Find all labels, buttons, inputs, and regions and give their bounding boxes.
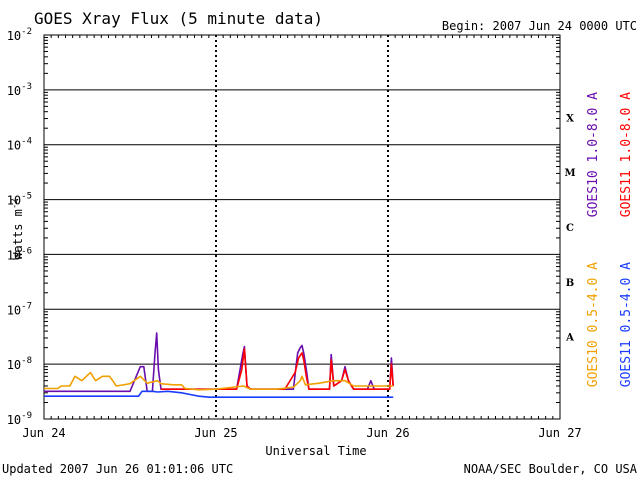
y-axis-label: Watts m [11,209,25,260]
x-tick-label: Jun 24 [22,426,65,440]
x-axis-ticks: Jun 24 Jun 25 Jun 26 Jun 27 [22,35,582,440]
updated-timestamp: Updated 2007 Jun 26 01:01:06 UTC [2,462,233,476]
legend-entry: GOES10 1.0-8.0 A [586,92,601,217]
svg-text:Watts m-2: Watts m-2 [10,198,25,259]
y-tick-exponent: -9 [21,411,32,421]
y-tick-label: 10-5 [7,192,32,208]
y-tick-exponent: -6 [21,246,32,256]
credit-text: NOAA/SEC Boulder, CO USA [464,462,638,476]
y-tick-base: 10 [7,139,21,153]
legend-entry: GOES10 0.5-4.0 A [586,262,601,387]
y-tick-base: 10 [7,29,21,43]
y-tick-label: 10-4 [7,137,32,153]
flare-class-label: M [564,168,575,179]
y-axis-ticks: 10-910-810-710-610-510-410-310-2 [7,27,560,427]
y-tick-label: 10-8 [7,356,32,372]
legend-entry: GOES11 0.5-4.0 A [619,262,634,387]
flare-class-label: A [565,333,574,344]
x-axis-label: Universal Time [265,444,366,458]
y-tick-exponent: -4 [21,137,32,147]
chart-title: GOES Xray Flux (5 minute data) [34,9,323,28]
y-tick-base: 10 [7,413,21,427]
series-line [44,390,394,399]
y-tick-label: 10-2 [7,27,32,43]
y-tick-exponent: -2 [21,27,32,37]
y-tick-label: 10-7 [7,301,32,317]
x-tick-label: Jun 27 [538,426,581,440]
y-tick-exponent: -5 [21,192,32,202]
x-tick-label: Jun 25 [194,426,237,440]
begin-timestamp: Begin: 2007 Jun 24 0000 UTC [442,19,637,33]
flare-class-label: B [566,278,574,289]
y-tick-base: 10 [7,303,21,317]
legend: GOES10 1.0-8.0 A GOES11 1.0-8.0 A GOES10 0… [586,92,634,387]
y-tick-base: 10 [7,194,21,208]
y-axis-label-group: Watts m-2 [10,198,25,259]
legend-entry: GOES11 1.0-8.0 A [619,92,634,217]
y-tick-label: 10-3 [7,82,32,98]
series-line [44,371,394,391]
y-tick-base: 10 [7,248,21,262]
flare-class-label: X [566,113,574,124]
y-tick-base: 10 [7,358,21,372]
data-series [44,332,394,399]
y-tick-exponent: -7 [21,301,32,311]
y-axis-label-exponent: -2 [10,198,20,209]
x-tick-label: Jun 26 [366,426,409,440]
flare-class-labels: X M C B A [564,113,575,343]
y-tick-exponent: -8 [21,356,32,366]
y-tick-base: 10 [7,84,21,98]
grid-lines [44,35,560,419]
flare-class-label: C [566,223,574,234]
y-tick-label: 10-6 [7,246,32,262]
series-line [161,348,394,391]
y-tick-exponent: -3 [21,82,32,92]
y-tick-label: 10-9 [7,411,32,427]
